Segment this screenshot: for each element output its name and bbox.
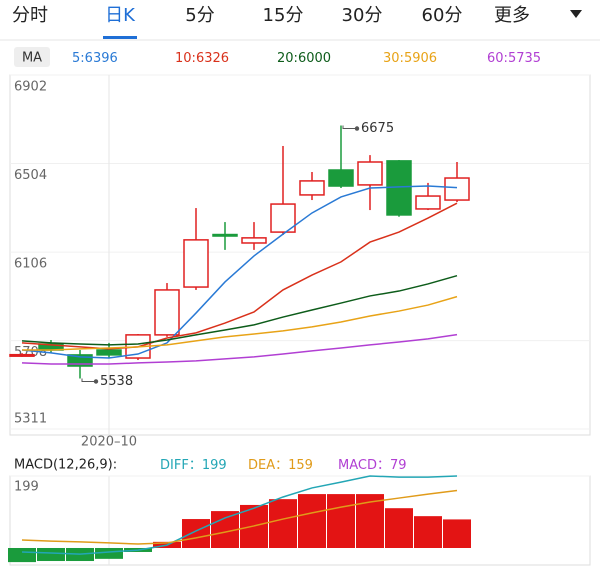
ma-legend-part: 6396	[85, 51, 118, 66]
macd-line	[21, 489, 458, 545]
active-tab-underline	[103, 36, 137, 39]
y-tick-label: 199	[14, 480, 39, 495]
ma-legend-part: 60	[487, 51, 504, 66]
ma-legend: 10:6326	[175, 51, 229, 66]
macd-bar	[443, 519, 471, 548]
macd-legend-part: 199	[202, 458, 227, 473]
annotation-leader	[81, 378, 96, 382]
tab[interactable]: 30分	[342, 5, 383, 26]
macd-line	[21, 475, 458, 555]
ma-legend-part: 20	[277, 51, 294, 66]
macd-legend-part: ：	[275, 458, 288, 473]
candle-body	[328, 169, 354, 187]
macd-legend-part: 159	[288, 458, 313, 473]
annotation-dot	[354, 126, 360, 131]
ma-legend-part: :	[504, 51, 508, 66]
macd-bar	[414, 516, 442, 548]
tab[interactable]: 分时	[12, 5, 48, 26]
tab[interactable]: 60分	[422, 5, 463, 26]
macd-bar	[8, 547, 36, 563]
tab[interactable]: 日K	[105, 5, 136, 26]
ma-line	[21, 274, 458, 346]
ma-legend-part: 6326	[196, 51, 229, 66]
annotation-label: 5538	[100, 374, 133, 389]
candle-body	[183, 239, 209, 288]
macd-legend-part: ：	[189, 458, 202, 473]
ma-badge	[14, 47, 50, 67]
macd-bar	[182, 519, 210, 548]
annotation-dot	[93, 379, 99, 384]
tab[interactable]: 5分	[185, 5, 214, 26]
ma-legend-part: 5735	[508, 51, 541, 66]
ma-legend-part: 5	[72, 51, 80, 66]
macd-bar	[327, 494, 355, 548]
y-tick-label: 6106	[14, 257, 47, 272]
candle-body	[299, 180, 325, 196]
ma-legend-part: :	[294, 51, 298, 66]
x-tick-label: 2020–10	[81, 435, 137, 450]
candle-body	[9, 353, 35, 357]
macd-bar	[269, 499, 297, 548]
annotation-label: 6675	[361, 121, 394, 136]
candle-body	[415, 195, 441, 210]
macd-legend: DIFF：199	[160, 458, 227, 473]
ma-label: MA	[22, 51, 42, 66]
tab[interactable]: 更多	[494, 5, 530, 26]
macd-title: MACD(12,26,9):	[14, 458, 117, 473]
ma-legend-part: 10	[175, 51, 192, 66]
macd-legend-part: DIFF	[160, 458, 189, 473]
macd-bar	[95, 547, 123, 559]
macd-legend-part: 79	[390, 458, 407, 473]
y-tick-label: 6504	[14, 168, 47, 183]
macd-legend: MACD：79	[338, 458, 407, 473]
candle-body	[444, 177, 470, 201]
tab[interactable]: 15分	[263, 5, 304, 26]
candle-body	[357, 161, 383, 186]
ma-legend-part: :	[80, 51, 84, 66]
ma-legend-part: :	[400, 51, 404, 66]
y-tick-label: 5311	[14, 412, 47, 427]
candle-body	[154, 289, 180, 336]
macd-legend-part: ：	[377, 458, 390, 473]
macd-legend: DEA：159	[248, 458, 313, 473]
candle-body	[67, 354, 93, 367]
macd-bar	[385, 508, 413, 548]
y-tick-label: 6902	[14, 80, 47, 95]
candle-body	[96, 349, 122, 356]
ma-legend-part: 30	[383, 51, 400, 66]
ma-line	[21, 333, 458, 365]
ma-line	[21, 185, 458, 359]
macd-bar	[37, 547, 65, 562]
macd-bar	[298, 494, 326, 548]
annotation-leader	[342, 125, 357, 130]
candle-body	[241, 237, 267, 244]
ma-legend-part: 5906	[404, 51, 437, 66]
ma-legend: 30:5906	[383, 51, 437, 66]
macd-legend-part: MACD	[338, 458, 377, 473]
ma-line	[22, 295, 458, 351]
ma-legend: 20:6000	[277, 51, 331, 66]
candle-body	[212, 233, 238, 237]
dropdown-arrow[interactable]	[570, 10, 582, 18]
ma-legend: 60:5735	[487, 51, 541, 66]
macd-legend-part: DEA	[248, 458, 275, 473]
ma-legend-part: 6000	[298, 51, 331, 66]
ma-legend: 5:6396	[72, 51, 118, 66]
ma-legend-part: :	[192, 51, 196, 66]
